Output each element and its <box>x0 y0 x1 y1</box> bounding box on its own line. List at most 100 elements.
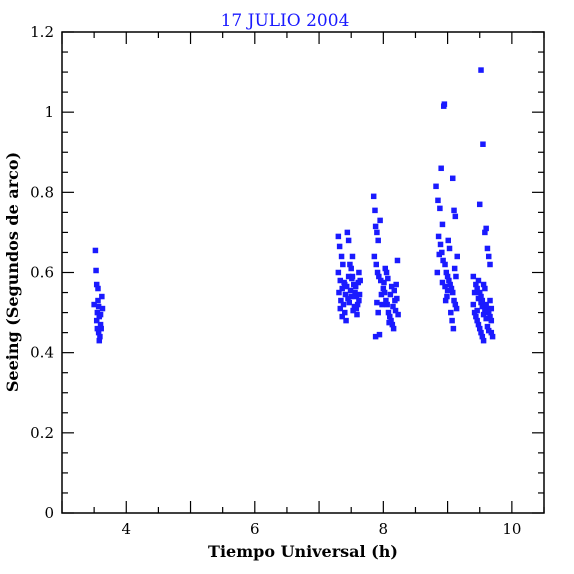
data-point <box>382 265 389 272</box>
data-point <box>373 261 380 268</box>
data-point <box>487 297 493 304</box>
data-point <box>336 243 343 250</box>
data-point <box>348 265 354 272</box>
data-point <box>452 213 459 220</box>
data-point <box>485 327 492 334</box>
x-axis-label: Tiempo Universal (h) <box>208 542 398 561</box>
data-point <box>377 217 383 224</box>
data-point <box>447 281 453 288</box>
data-point <box>93 317 100 324</box>
data-point <box>483 225 489 232</box>
data-point <box>480 337 487 344</box>
data-point <box>480 141 486 147</box>
data-point <box>480 311 487 318</box>
data-point <box>340 261 346 268</box>
data-point <box>353 293 360 300</box>
data-point <box>482 229 488 236</box>
data-point <box>440 257 446 264</box>
data-point <box>446 277 452 284</box>
data-points <box>91 67 496 344</box>
data-point <box>354 311 360 318</box>
x-tick-label: 10 <box>502 520 521 538</box>
data-point <box>475 295 482 302</box>
data-point <box>345 295 351 302</box>
data-point <box>395 311 401 318</box>
data-point <box>336 289 342 296</box>
data-point <box>387 291 394 298</box>
data-point <box>482 285 488 292</box>
data-point <box>383 269 390 276</box>
data-point <box>94 309 101 316</box>
data-point <box>337 277 344 284</box>
data-point <box>379 301 385 308</box>
data-point <box>95 329 102 336</box>
data-point <box>353 305 360 312</box>
data-point <box>92 247 99 254</box>
data-point <box>384 301 390 308</box>
y-tick-label: 0 <box>44 504 54 522</box>
data-point <box>485 309 492 316</box>
data-point <box>451 265 458 272</box>
data-point <box>97 333 103 340</box>
data-point <box>342 309 348 316</box>
data-point <box>385 275 391 282</box>
y-tick-label: 0.8 <box>30 183 54 201</box>
data-point <box>444 287 451 294</box>
data-point <box>97 311 104 318</box>
data-point <box>93 281 100 288</box>
data-point <box>385 309 392 316</box>
data-point <box>388 283 395 290</box>
axis-ticks <box>61 31 545 514</box>
data-point <box>387 313 393 320</box>
data-point <box>441 101 448 107</box>
data-point <box>470 301 477 308</box>
data-point <box>375 237 381 244</box>
data-point <box>356 297 362 304</box>
data-point <box>393 281 399 288</box>
data-point <box>482 307 488 314</box>
data-point <box>452 301 459 308</box>
data-point <box>345 273 352 280</box>
data-point <box>439 279 446 286</box>
data-point <box>350 307 356 314</box>
data-point <box>488 317 495 324</box>
data-point <box>448 309 454 316</box>
data-point <box>487 313 493 320</box>
data-point <box>95 285 101 292</box>
data-point <box>485 253 492 260</box>
data-point <box>449 317 455 324</box>
x-tick-label: 8 <box>379 520 389 538</box>
data-point <box>376 273 382 280</box>
data-point <box>344 229 351 236</box>
data-point <box>335 233 342 240</box>
data-point <box>451 297 457 304</box>
data-point <box>349 275 355 282</box>
data-point <box>374 299 380 306</box>
data-point <box>442 297 449 304</box>
data-point <box>372 333 379 340</box>
chart-title: 17 JULIO 2004 <box>221 11 350 31</box>
data-point <box>434 269 441 276</box>
data-point <box>453 305 460 312</box>
y-tick-label: 0.4 <box>30 344 54 362</box>
data-point <box>488 305 495 312</box>
data-point <box>444 273 451 280</box>
data-point <box>390 325 397 332</box>
data-point <box>479 333 486 340</box>
data-point <box>437 241 444 248</box>
data-point <box>483 315 489 322</box>
data-point <box>435 197 441 204</box>
y-tick-label: 0.2 <box>30 424 54 442</box>
data-point <box>374 269 381 276</box>
data-point <box>483 301 489 308</box>
data-point <box>372 207 378 214</box>
data-point <box>439 221 446 228</box>
data-point <box>94 325 101 332</box>
data-point <box>378 277 384 284</box>
data-point <box>451 207 457 214</box>
data-point <box>389 321 396 328</box>
data-point <box>347 261 353 268</box>
data-point <box>339 313 345 320</box>
data-point <box>374 229 380 236</box>
data-point <box>453 273 459 280</box>
